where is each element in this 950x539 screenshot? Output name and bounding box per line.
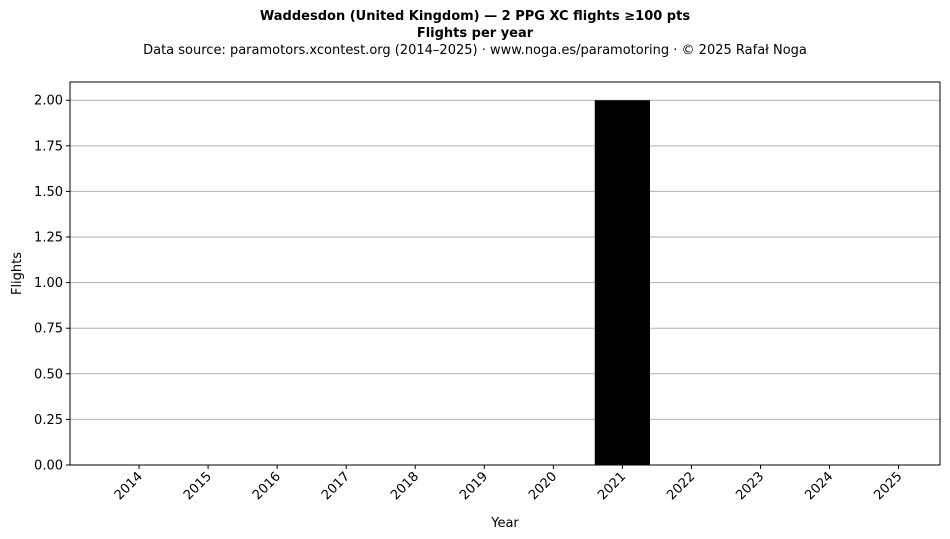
x-tick-label: 2015: [181, 469, 215, 503]
x-tick-label: 2018: [388, 469, 422, 503]
x-tick-label: 2019: [457, 469, 491, 503]
bar-2021: [594, 100, 650, 465]
y-tick-label: 0.50: [34, 367, 63, 382]
y-tick-label: 2.00: [34, 94, 63, 109]
chart-title: Waddesdon (United Kingdom) — 2 PPG XC fl…: [259, 9, 691, 24]
x-tick-label: 2016: [250, 469, 284, 503]
x-tick-label: 2024: [802, 469, 836, 503]
x-axis-label: Year: [490, 516, 519, 531]
chart-subtitle: Flights per year: [416, 26, 534, 41]
y-axis-label: Flights: [10, 252, 25, 295]
x-tick-label: 2020: [526, 469, 560, 503]
y-tick-label: 0.00: [34, 459, 63, 474]
bars: [594, 100, 650, 465]
x-tick-label: 2022: [664, 469, 698, 503]
y-tick-label: 0.75: [34, 322, 63, 337]
y-tick-label: 1.75: [34, 139, 63, 154]
chart-titles: Waddesdon (United Kingdom) — 2 PPG XC fl…: [0, 8, 950, 60]
y-tick-label: 1.50: [34, 185, 63, 200]
data-source-note: Data source: paramotors.xcontest.org (20…: [143, 43, 807, 58]
x-axis: 2014 2015 2016 2017 2018 2019 2020 2021 2022 2023…: [112, 465, 905, 503]
y-tick-label: 1.25: [34, 231, 63, 246]
y-axis: 0.00 0.25 0.50 0.75 1.00 1.25 1.50 1.75 2.00: [34, 94, 70, 474]
y-tick-label: 1.00: [34, 276, 63, 291]
plot-frame: [69, 81, 941, 466]
x-tick-label: 2014: [112, 469, 146, 503]
y-tick-label: 0.25: [34, 413, 63, 428]
grid-lines: [70, 99, 940, 466]
x-tick-label: 2021: [595, 469, 629, 503]
x-tick-label: 2023: [733, 469, 767, 503]
x-tick-label: 2025: [871, 469, 905, 503]
x-tick-label: 2017: [319, 469, 353, 503]
